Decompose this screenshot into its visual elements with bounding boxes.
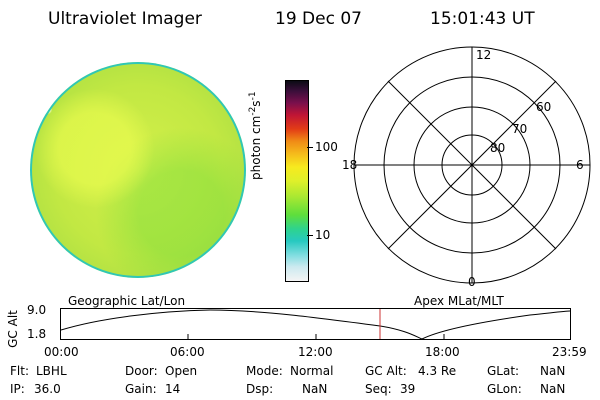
dsp-label: Dsp: bbox=[246, 382, 274, 396]
timeline-xtick-2: 12:00 bbox=[298, 345, 333, 359]
polar-grid: 12 18 6 0 60 70 80 bbox=[342, 46, 591, 289]
flt-value: LBHL bbox=[36, 364, 67, 378]
glon-value: NaN bbox=[540, 382, 566, 396]
app-title: Ultraviolet Imager bbox=[48, 9, 202, 29]
glat-value: NaN bbox=[540, 364, 566, 378]
ip-value: 36.0 bbox=[34, 382, 61, 396]
door-value: Open bbox=[165, 364, 198, 378]
polar-label-60: 60 bbox=[536, 100, 551, 114]
colorbar-tick bbox=[307, 235, 313, 236]
polar-label-18: 18 bbox=[342, 158, 357, 172]
header-time: 15:01:43 UT bbox=[430, 9, 535, 29]
gain-value: 14 bbox=[165, 382, 181, 396]
ip-label: IP: bbox=[10, 382, 25, 396]
mode-label: Mode: bbox=[246, 364, 283, 378]
header-date: 19 Dec 07 bbox=[275, 9, 362, 29]
glat-label: GLat: bbox=[487, 364, 520, 378]
timeline-left-label: Geographic Lat/Lon bbox=[68, 294, 186, 308]
gcalt-value: 4.3 Re bbox=[418, 364, 457, 378]
door-label: Door: bbox=[125, 364, 158, 378]
timeline-ytick-bottom: 1.8 bbox=[27, 327, 47, 341]
colorbar-units-label: photon cm-2s-1 bbox=[248, 91, 263, 180]
polar-label-12: 12 bbox=[476, 48, 491, 62]
intensity-colorbar bbox=[285, 80, 309, 282]
gain-label: Gain: bbox=[125, 382, 157, 396]
colorbar-tick-100: 100 bbox=[315, 140, 338, 154]
timeline-plot bbox=[60, 308, 571, 340]
timeline-xtick-0: 00:00 bbox=[44, 345, 79, 359]
gcalt-label: GC Alt: bbox=[365, 364, 407, 378]
colorbar-tick-10: 10 bbox=[315, 228, 331, 242]
timeline-frame bbox=[60, 308, 571, 340]
timeline-xtick-3: 18:00 bbox=[425, 345, 460, 359]
seq-value: 39 bbox=[400, 382, 416, 396]
uv-image-disk bbox=[30, 62, 246, 278]
timeline-right-label: Apex MLat/MLT bbox=[414, 294, 504, 308]
colorbar-units-text: photon cm-2s-1 bbox=[248, 91, 263, 180]
polar-label-6: 6 bbox=[576, 158, 584, 172]
polar-label-80: 80 bbox=[490, 141, 505, 155]
dsp-value: NaN bbox=[302, 382, 328, 396]
timeline-xtick-4: 23:59 bbox=[552, 345, 587, 359]
flt-label: Flt: bbox=[10, 364, 29, 378]
timeline-xtick-1: 06:00 bbox=[170, 345, 205, 359]
mode-value: Normal bbox=[290, 364, 334, 378]
timeline-ylabel: GC Alt bbox=[5, 310, 20, 348]
glon-label: GLon: bbox=[487, 382, 522, 396]
colorbar-tick bbox=[307, 147, 313, 148]
seq-label: Seq: bbox=[365, 382, 392, 396]
polar-label-0: 0 bbox=[468, 275, 476, 289]
polar-label-70: 70 bbox=[512, 122, 527, 136]
timeline-ytick-top: 9.0 bbox=[27, 303, 47, 317]
polar-diagonal-2 bbox=[387, 80, 557, 250]
